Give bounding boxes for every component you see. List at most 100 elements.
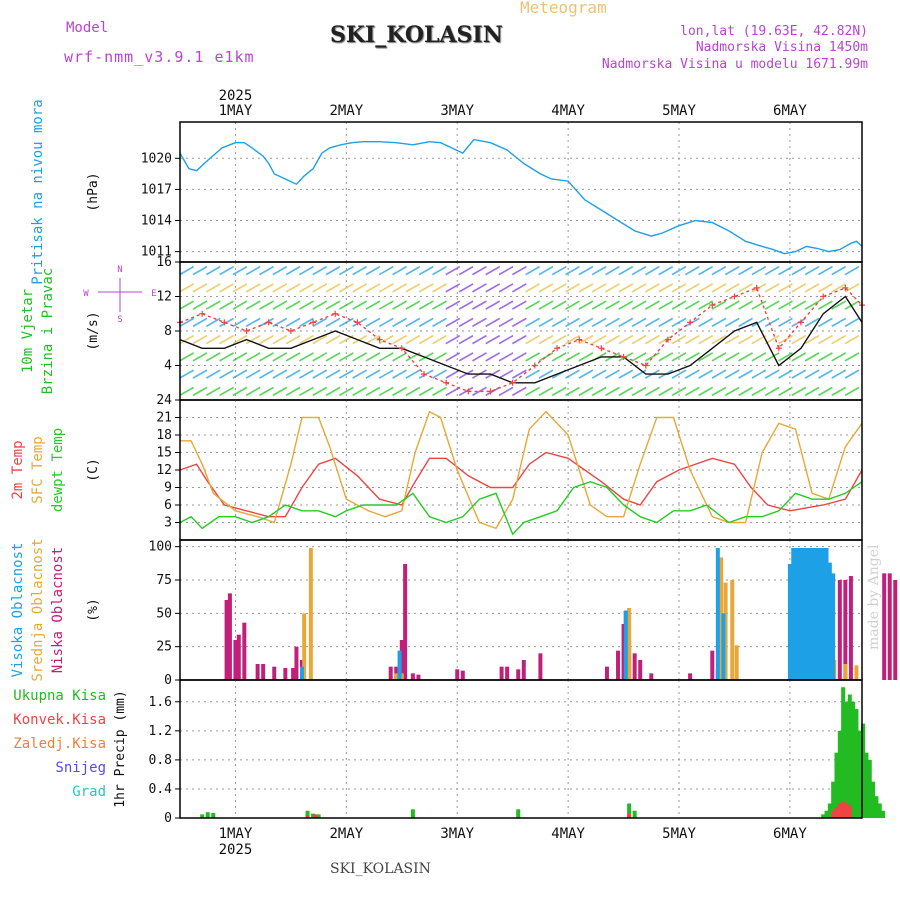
- gust-marker: [664, 336, 671, 343]
- x-tick-label-bottom: 5MAY: [662, 826, 696, 842]
- wind-arrow-glyph: [325, 334, 341, 345]
- y-tick-label: 1011: [141, 245, 172, 260]
- gust-marker: [221, 319, 228, 326]
- wind-arrow-glyph: [764, 352, 780, 362]
- wind-arrow-glyph: [711, 386, 727, 397]
- wind-arrow-glyph: [498, 300, 514, 310]
- wind-arrow-glyph: [778, 317, 793, 328]
- gust-marker: [420, 371, 427, 378]
- wind-arrow-glyph: [392, 369, 407, 379]
- wind-arrow-glyph: [738, 283, 753, 293]
- line-speed: [179, 295, 863, 384]
- wind-arrow-glyph: [751, 386, 767, 397]
- wind-arrow-glyph: [338, 300, 354, 310]
- wind-arrow-glyph: [831, 386, 847, 397]
- gust-marker: [709, 302, 716, 309]
- wind-arrow-glyph: [511, 300, 527, 310]
- wind-arrow-glyph: [192, 317, 208, 328]
- wind-arrow-glyph: [565, 352, 580, 362]
- wind-arrow-glyph: [205, 317, 221, 328]
- bar-niska-oblacnost: [283, 668, 288, 680]
- wind-arrow-glyph: [578, 283, 594, 293]
- wind-arrow-glyph: [418, 300, 434, 310]
- wind-arrow-glyph: [671, 334, 687, 345]
- wind-arrow-glyph: [179, 369, 195, 379]
- wind-arrow-glyph: [325, 317, 341, 328]
- wind-arrow-glyph: [472, 283, 487, 293]
- wind-arrow-glyph: [605, 265, 620, 276]
- wind-arrow-glyph: [205, 352, 221, 362]
- model-elevation-label: Nadmorska Visina u modelu 1671.99m: [601, 57, 868, 72]
- x-tick-label-top: 4MAY: [551, 103, 585, 119]
- station-title: SKI_KOLASIN: [330, 22, 503, 48]
- y-unit-label: (%): [86, 598, 101, 621]
- wind-arrow-glyph: [312, 300, 328, 310]
- y-tick-label: 24: [156, 393, 172, 408]
- wind-arrow-glyph: [578, 386, 594, 397]
- wind-arrow-glyph: [205, 334, 221, 345]
- wind-arrow-glyph: [631, 334, 647, 345]
- wind-arrow-glyph: [299, 317, 314, 328]
- x-tick-label-top: 6MAY: [773, 103, 807, 119]
- wind-arrow-glyph: [831, 265, 847, 276]
- wind-arrow-glyph: [312, 369, 328, 379]
- wind-arrow-glyph: [418, 334, 434, 345]
- wind-arrow-glyph: [844, 386, 860, 397]
- wind-arrow-glyph: [378, 386, 394, 397]
- wind-arrow-glyph: [299, 300, 314, 310]
- y-series-label: Visoka Oblacnost: [10, 543, 26, 678]
- wind-arrow-glyph: [711, 352, 727, 362]
- wind-arrow-glyph: [698, 265, 714, 276]
- wind-arrow-glyph: [432, 283, 447, 293]
- wind-arrow-glyph: [578, 265, 594, 276]
- wind-arrow-glyph: [778, 369, 793, 379]
- y-tick-label: 75: [156, 573, 172, 588]
- compass-north: N: [117, 265, 122, 275]
- wind-arrow-glyph: [179, 352, 195, 362]
- wind-arrow-glyph: [525, 283, 541, 293]
- wind-arrow-glyph: [285, 283, 301, 293]
- wind-arrow-glyph: [565, 300, 580, 310]
- bar-ukupna-kisa: [851, 701, 856, 818]
- bar-visoka-oblacnost: [824, 548, 829, 680]
- wind-arrow-glyph: [325, 283, 341, 293]
- x-tick-label-top: 2MAY: [329, 103, 363, 119]
- footer-station: SKI_KOLASIN: [330, 861, 431, 877]
- wind-arrow-glyph: [338, 265, 354, 276]
- y-series-label: Brzina i Pravac: [40, 268, 56, 394]
- wind-arrow-glyph: [671, 265, 687, 276]
- bar-konvek-kisa: [834, 807, 839, 818]
- gust-marker: [354, 319, 361, 326]
- y-tick-label: 4: [164, 359, 172, 374]
- wind-arrow-glyph: [618, 386, 634, 397]
- wind-arrow-glyph: [658, 300, 674, 310]
- wind-arrow-glyph: [844, 352, 860, 362]
- wind-arrow-glyph: [485, 283, 501, 293]
- gust-marker: [243, 328, 250, 334]
- bar-ukupna-kisa: [867, 759, 872, 818]
- wind-arrow-glyph: [485, 300, 501, 310]
- bar-ukupna-kisa: [200, 814, 205, 818]
- wind-arrow-glyph: [724, 334, 740, 345]
- x-tick-label-bottom: 6MAY: [773, 826, 807, 842]
- wind-arrow-glyph: [658, 283, 674, 293]
- wind-arrow-glyph: [445, 300, 461, 310]
- wind-arrow-glyph: [245, 265, 261, 276]
- wind-arrow-glyph: [764, 300, 780, 310]
- wind-arrow-glyph: [525, 369, 541, 379]
- wind-arrow-glyph: [671, 300, 687, 310]
- bar-ukupna-kisa: [316, 814, 321, 818]
- bar-srednja-oblacnost: [730, 580, 735, 680]
- wind-arrow-glyph: [338, 369, 354, 379]
- bar-niska-oblacnost: [499, 666, 504, 680]
- line-gust: [179, 286, 863, 393]
- wind-arrow-glyph: [658, 265, 674, 276]
- wind-arrow-glyph: [551, 283, 567, 293]
- bar-niska-oblacnost: [521, 660, 526, 680]
- bar-ukupna-kisa: [871, 781, 876, 818]
- wind-arrow-glyph: [498, 283, 514, 293]
- wind-arrow-glyph: [312, 265, 328, 276]
- bar-ukupna-kisa: [861, 723, 866, 818]
- bar-ukupna-kisa: [205, 812, 210, 818]
- wind-arrow-glyph: [365, 317, 381, 328]
